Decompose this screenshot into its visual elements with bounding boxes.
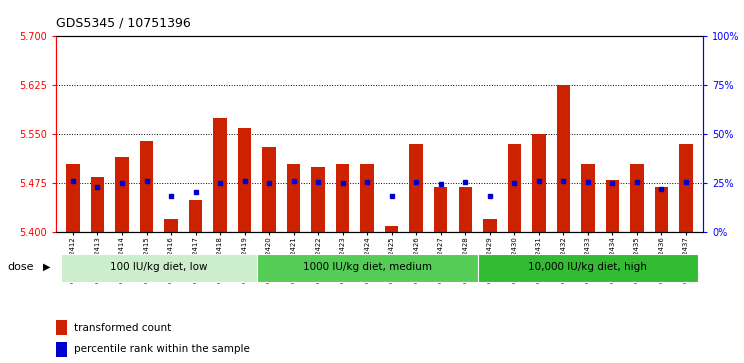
Bar [312,167,325,232]
Bar [56,342,68,357]
Bar [557,85,570,232]
Bar [581,164,594,232]
Bar [507,144,521,232]
Bar [532,134,545,232]
Bar [115,157,129,232]
Bar [257,254,478,282]
Text: ▶: ▶ [43,262,51,272]
Text: GDS5345 / 10751396: GDS5345 / 10751396 [56,16,190,29]
Bar [91,177,104,232]
Bar [287,164,301,232]
Bar [385,226,399,232]
Bar [478,254,698,282]
Bar [655,187,668,232]
Text: dose: dose [7,262,34,272]
Bar [409,144,423,232]
Text: 1000 IU/kg diet, medium: 1000 IU/kg diet, medium [303,262,432,272]
Bar [214,118,227,232]
Bar [360,164,374,232]
Bar [606,180,619,232]
Bar [140,141,153,232]
Bar [61,254,257,282]
Text: transformed count: transformed count [74,323,171,333]
Bar [66,164,80,232]
Text: 100 IU/kg diet, low: 100 IU/kg diet, low [110,262,208,272]
Bar [336,164,350,232]
Bar [238,128,251,232]
Bar [630,164,644,232]
Text: percentile rank within the sample: percentile rank within the sample [74,344,250,354]
Bar [483,219,496,232]
Bar [434,187,447,232]
Bar [458,187,472,232]
Text: 10,000 IU/kg diet, high: 10,000 IU/kg diet, high [528,262,647,272]
Bar [679,144,693,232]
Bar [189,200,202,232]
Bar [263,147,276,232]
Bar [164,219,178,232]
Bar [56,320,68,335]
